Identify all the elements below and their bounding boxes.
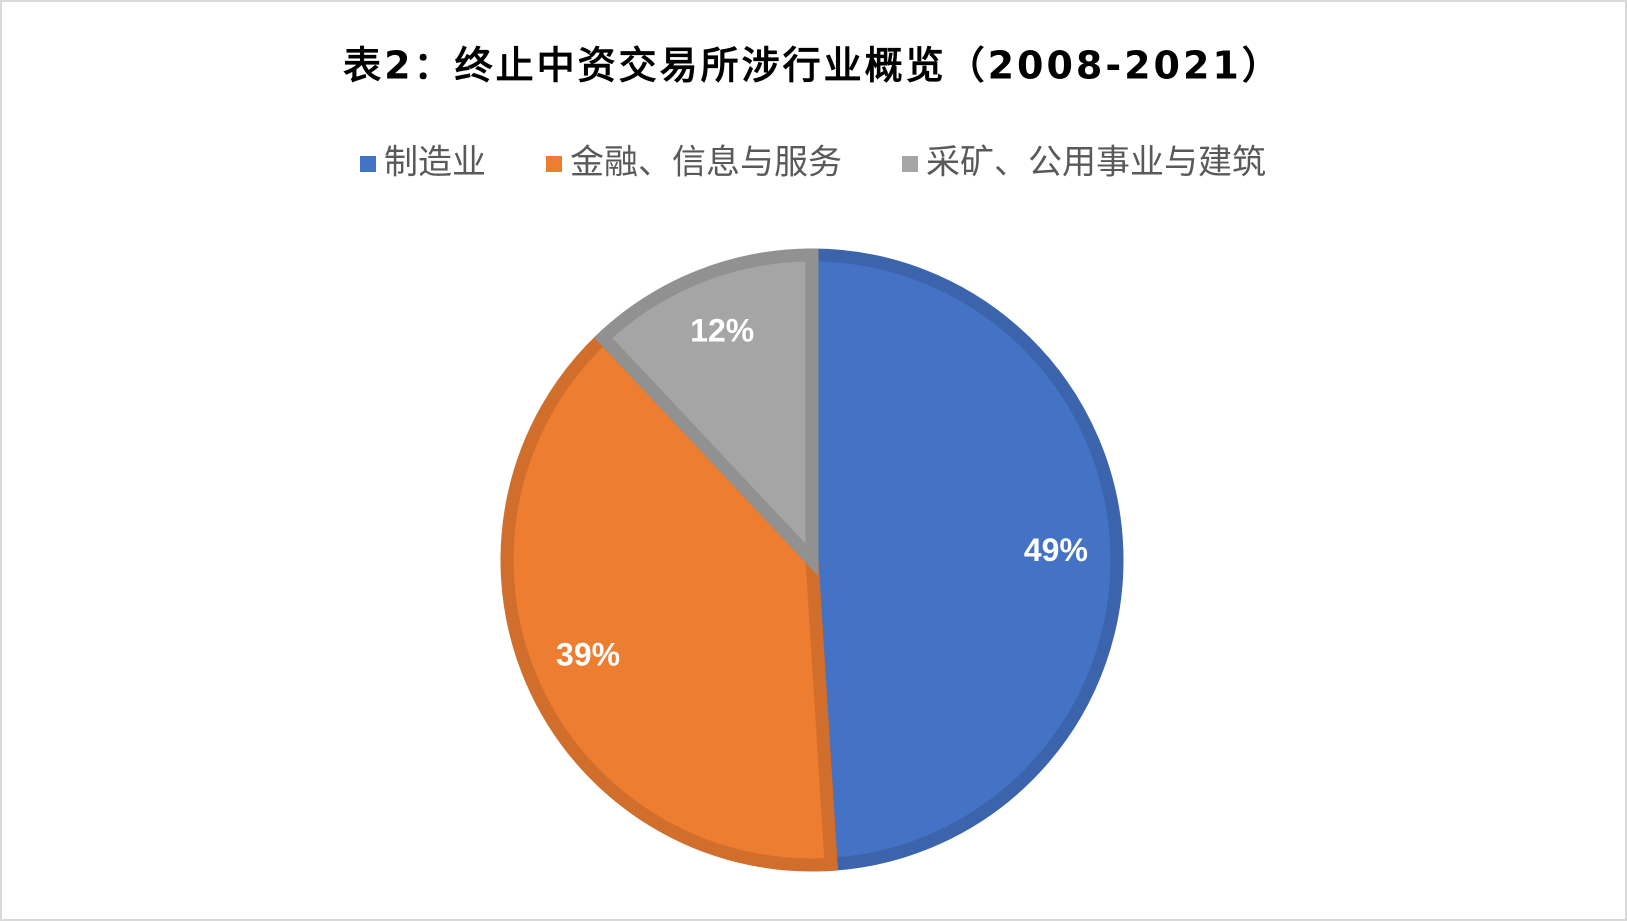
legend-swatch [902, 156, 918, 172]
chart-title: 表2：终止中资交易所涉行业概览（2008-2021） [343, 44, 1283, 88]
legend-swatch [360, 156, 376, 172]
pie-slice [594, 248, 819, 577]
legend: 制造业 金融、信息与服务 采矿、公用事业与建筑 [360, 143, 1266, 183]
legend-label: 制造业 [384, 143, 486, 183]
legend-label: 金融、信息与服务 [570, 143, 842, 183]
data-label: 12% [690, 313, 754, 349]
legend-label: 采矿、公用事业与建筑 [926, 143, 1266, 183]
pie-slice [805, 248, 1124, 872]
legend-swatch [546, 156, 562, 172]
pie-slice [500, 328, 839, 872]
data-label: 49% [1024, 532, 1088, 568]
data-label: 39% [556, 636, 620, 672]
